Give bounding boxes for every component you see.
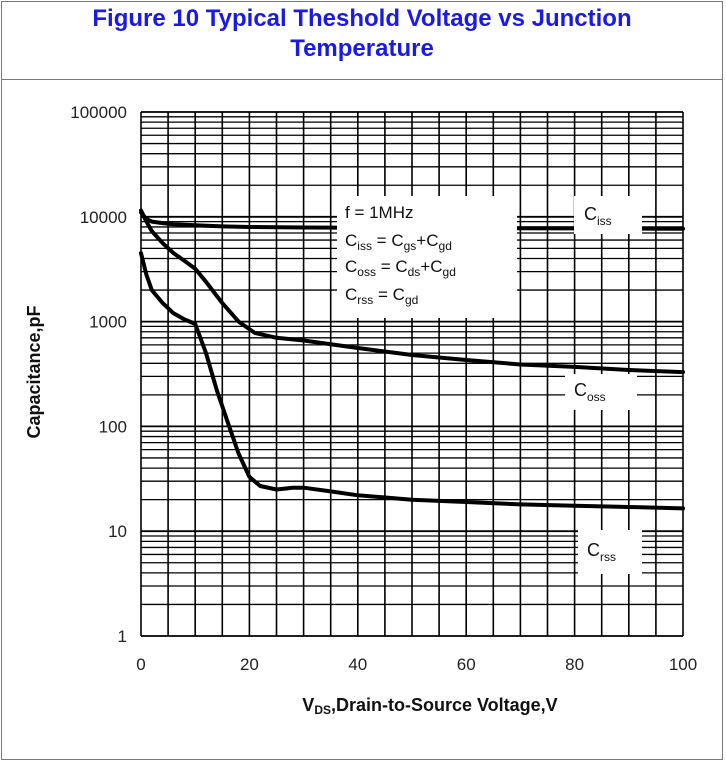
y-tick-label: 1 xyxy=(118,627,127,646)
annotation-coss-equation: Coss = Cds+Cgd xyxy=(345,257,456,279)
figure-title-line2: Temperature xyxy=(290,35,434,62)
x-axis-ticks: 0 20 40 60 80 100 xyxy=(136,655,697,674)
annotation-frequency: f = 1MHz xyxy=(345,203,414,222)
y-axis-label: Capacitance,pF xyxy=(24,305,44,438)
x-tick-label: 100 xyxy=(669,655,697,674)
crss-curve-label: Crss xyxy=(587,540,616,564)
series-line-crss xyxy=(139,251,685,511)
title-divider xyxy=(1,79,723,80)
annotation-crss-equation: Crss = Cgd xyxy=(345,285,418,307)
y-tick-label: 10 xyxy=(108,522,127,541)
ciss-curve-label: Ciss xyxy=(584,204,612,228)
series-line-coss xyxy=(139,208,685,375)
x-tick-label: 0 xyxy=(136,655,145,674)
x-tick-label: 80 xyxy=(565,655,584,674)
figure-title-line1: Figure 10 Typical Theshold Voltage vs Ju… xyxy=(92,5,632,32)
x-axis-label: VDS,Drain-to-Source Voltage,V xyxy=(302,695,557,717)
x-tick-label: 20 xyxy=(240,655,259,674)
y-tick-label: 100000 xyxy=(70,103,127,122)
x-tick-label: 40 xyxy=(348,655,367,674)
coss-curve-label: Coss xyxy=(574,380,606,404)
y-axis-ticks: 1 10 100 1000 10000 100000 xyxy=(70,103,127,646)
annotation-ciss-equation: Ciss = Cgs+Cgd xyxy=(345,231,452,253)
y-tick-label: 1000 xyxy=(89,313,127,332)
coss-label-box xyxy=(565,374,637,410)
ciss-label-box xyxy=(574,196,642,234)
crss-label-box xyxy=(578,530,642,574)
x-tick-label: 60 xyxy=(457,655,476,674)
annotation-box xyxy=(337,196,517,318)
figure-title: Figure 10 Typical Theshold Voltage vs Ju… xyxy=(0,4,724,64)
y-tick-label: 10000 xyxy=(80,208,127,227)
y-tick-label: 100 xyxy=(99,417,127,436)
